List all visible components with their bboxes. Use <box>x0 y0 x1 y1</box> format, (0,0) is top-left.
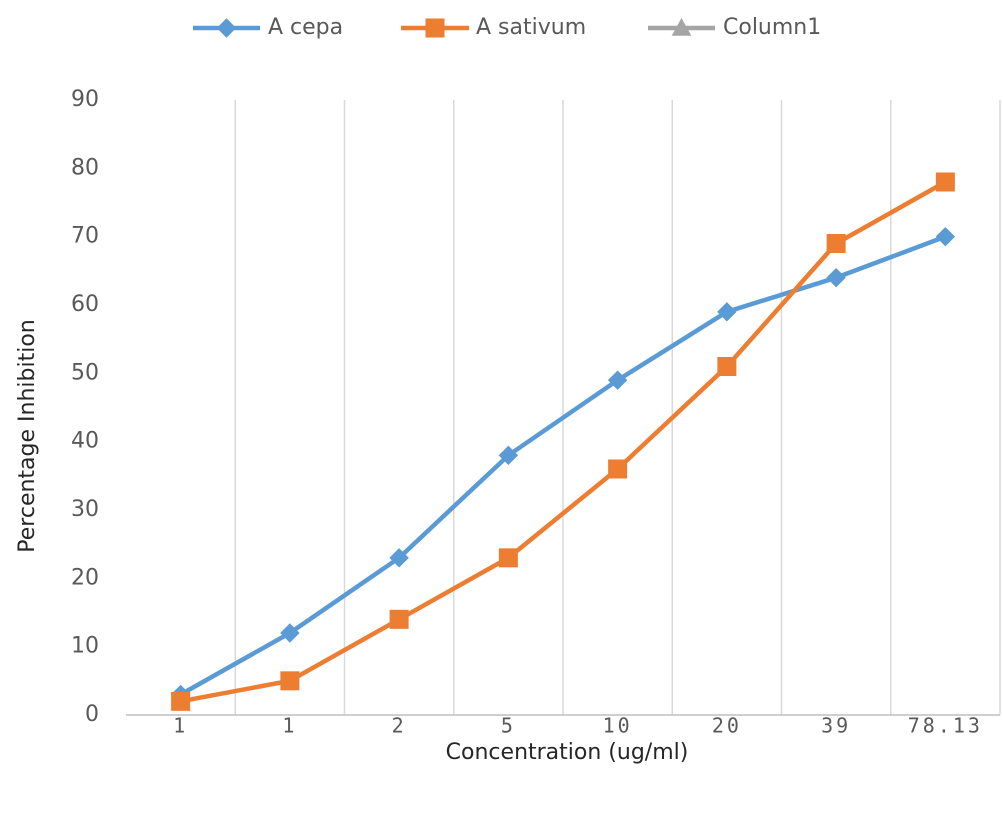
legend-marker <box>216 18 237 38</box>
data-point-marker <box>717 302 737 322</box>
legend-entry: Column1 <box>648 15 821 40</box>
y-tick-label: 10 <box>71 634 99 659</box>
y-tick-label: 60 <box>71 292 99 317</box>
legend-entry: A cepa <box>193 15 343 40</box>
x-tick-label: 5 <box>501 714 516 738</box>
legend-entry: A sativum <box>401 15 586 40</box>
legend-marker <box>671 17 692 36</box>
y-tick-label: 70 <box>71 224 99 249</box>
x-tick-label: 39 <box>821 714 851 738</box>
legend-label: A sativum <box>476 15 586 40</box>
legend: A cepa A sativum Column1 <box>193 15 821 40</box>
data-point-marker <box>389 548 409 568</box>
series-layer <box>170 172 956 711</box>
y-tick-labels: 0 10 20 30 40 50 60 70 80 90 <box>71 87 99 727</box>
data-point-marker <box>717 357 737 376</box>
y-tick-label: 20 <box>71 565 99 590</box>
x-axis-title: Concentration (ug/ml) <box>446 740 689 765</box>
data-point-marker <box>826 234 846 253</box>
legend-marker <box>425 18 445 38</box>
series-line <box>178 179 948 704</box>
data-point-marker <box>935 172 955 192</box>
legend-label: A cepa <box>268 15 343 40</box>
data-point-marker <box>498 445 519 466</box>
y-tick-label: 30 <box>71 497 99 522</box>
x-tick-label: 1 <box>282 714 297 738</box>
vertical-gridlines <box>234 100 1001 715</box>
y-axis-title: Percentage Inhibition <box>15 319 40 552</box>
y-tick-label: 0 <box>85 702 99 727</box>
data-point-marker <box>171 691 191 711</box>
x-tick-label: 10 <box>603 714 633 738</box>
x-tick-label: 1 <box>173 714 188 738</box>
data-point-marker <box>498 548 518 568</box>
x-tick-label: 20 <box>712 714 742 738</box>
y-tick-label: 80 <box>71 155 99 180</box>
series-1 <box>171 172 955 711</box>
y-tick-label: 40 <box>71 429 99 454</box>
y-tick-label: 50 <box>71 360 99 385</box>
y-tick-label: 90 <box>71 87 99 112</box>
data-point-marker <box>607 370 628 390</box>
data-point-marker <box>608 459 628 479</box>
data-point-marker <box>280 623 300 643</box>
series-line <box>178 234 948 697</box>
data-point-marker <box>280 671 300 691</box>
data-point-marker <box>935 226 956 247</box>
x-tick-label: 78.13 <box>908 714 983 738</box>
x-tick-labels: 1 1 2 5 10 20 39 78.13 <box>173 714 983 738</box>
legend-label: Column1 <box>723 15 821 40</box>
data-point-marker <box>826 267 846 288</box>
x-tick-label: 2 <box>392 714 407 738</box>
data-point-marker <box>389 609 409 629</box>
